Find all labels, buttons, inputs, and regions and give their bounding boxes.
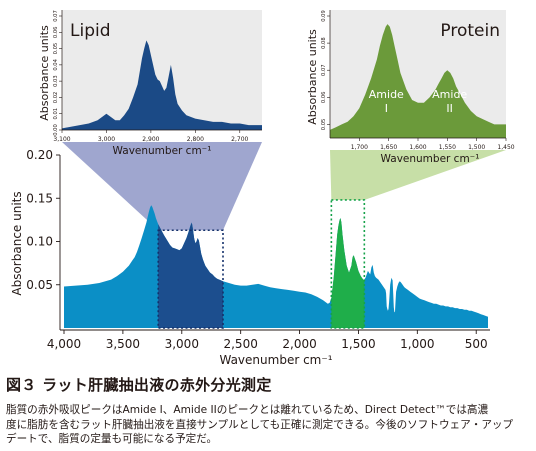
amide-annotation-1: Amide: [369, 88, 404, 101]
inset-x-axis-label: Wavenumber cm⁻¹: [381, 153, 480, 165]
main-x-tick-label: 1,000: [400, 337, 434, 351]
main-x-tick-label: 3,500: [106, 337, 140, 351]
lipid-inset-chart: 0.00 0.01 0.02 0.03 0.04 0.05 0.06 0.07 3,100 3,0…: [38, 10, 262, 157]
inset-y-tick-label: 0.05: [53, 43, 59, 55]
inset-y-axis-label: Absorbance units: [38, 25, 51, 121]
inset-x-tick-label: 3,100: [53, 136, 70, 143]
inset-connectors: [62, 142, 506, 231]
lipid-inset-title: Lipid: [70, 21, 111, 41]
main-y-tick-label: 0.20: [26, 148, 53, 162]
figure-caption-title: 図３ ラット肝臓抽出液の赤外分光測定: [6, 376, 272, 394]
protein-zoom-connector: [330, 150, 506, 200]
inset-y-tick-label: 0.07: [321, 64, 327, 76]
inset-y-tick-label: 0.01: [53, 108, 59, 120]
main-x-tick-label: 1,500: [341, 337, 375, 351]
inset-x-axis-label: Wavenumber cm⁻¹: [113, 145, 212, 157]
lipid-zoom-connector: [62, 142, 262, 231]
main-y-tick-label: 0.05: [26, 278, 53, 292]
lipid-spectrum-area: [62, 40, 262, 130]
main-x-axis-label: Wavenumber cm⁻¹: [219, 353, 332, 367]
main-x-tick-label: 3,000: [165, 337, 199, 351]
protein-region-frame: [330, 199, 366, 329]
inset-y-tick-label: 0.05: [321, 119, 327, 131]
inset-x-tick-label: 2,700: [231, 136, 248, 143]
inset-y-tick-label: 0.00: [53, 124, 59, 136]
caption-line: デートで、脂質の定量も可能になる予定だ。: [6, 433, 218, 446]
inset-x-tick-label: 2,900: [142, 136, 159, 143]
main-x-tick-label: 500: [465, 337, 488, 351]
main-y-axis-label: Absorbance units: [10, 191, 24, 295]
main-y-tick-label: 0.15: [26, 191, 53, 205]
inset-y-axis-label: Absorbance units: [306, 29, 319, 125]
inset-x-tick-label: 1,550: [439, 144, 456, 151]
main-x-tick-label: 2,500: [223, 337, 257, 351]
caption-line: 度に脂肪を含むラット肝臓抽出液を直接サンプルとしても正確に測定できる。今後のソフ…: [6, 418, 514, 431]
amide-annotation-2: Amide: [432, 88, 467, 101]
main-x-tick-label: 4,000: [47, 337, 81, 351]
inset-x-tick-label: 1,500: [468, 144, 485, 151]
protein-spectrum-area: [330, 24, 506, 139]
protein-inset-title: Protein: [440, 21, 500, 41]
protein-inset-chart: 0.05 0.06 0.07 0.08 0.09 1,700 1,650 1,600 1,550…: [306, 10, 515, 165]
inset-x-tick-label: 1,700: [351, 144, 368, 151]
figure-caption-body: 脂質の赤外吸収ピークはAmide I、Amide IIのピークとは離れているため…: [6, 403, 530, 447]
amide-annotation-number-2: II: [446, 102, 453, 115]
ir-spectrum-figure: 0.05 0.10 0.15 0.20 4,000 3,500 3,000 2,500 2,00…: [10, 10, 515, 367]
amide-annotation-number-1: I: [385, 102, 388, 115]
main-y-tick-label: 0.10: [26, 235, 53, 249]
inset-y-tick-label: 0.02: [53, 92, 59, 104]
inset-x-tick-label: 1,450: [497, 144, 514, 151]
inset-y-tick-label: 0.06: [53, 27, 59, 39]
inset-y-tick-label: 0.07: [53, 10, 59, 22]
inset-x-tick-label: 1,600: [409, 144, 426, 151]
lipid-region-frame: [157, 229, 224, 329]
inset-y-tick-label: 0.04: [53, 58, 59, 70]
main-spectrum-area: [64, 205, 488, 328]
inset-y-tick-label: 0.08: [321, 37, 327, 49]
inset-x-tick-label: 3,000: [98, 136, 115, 143]
main-x-tick-label: 2,000: [282, 337, 316, 351]
inset-x-tick-label: 1,650: [380, 144, 397, 151]
inset-y-tick-label: 0.06: [321, 92, 327, 104]
inset-y-tick-label: 0.03: [53, 75, 59, 87]
inset-y-tick-label: 0.09: [321, 10, 327, 22]
caption-line: 脂質の赤外吸収ピークはAmide I、Amide IIのピークとは離れているため…: [6, 404, 489, 416]
inset-x-tick-label: 2,800: [187, 136, 204, 143]
